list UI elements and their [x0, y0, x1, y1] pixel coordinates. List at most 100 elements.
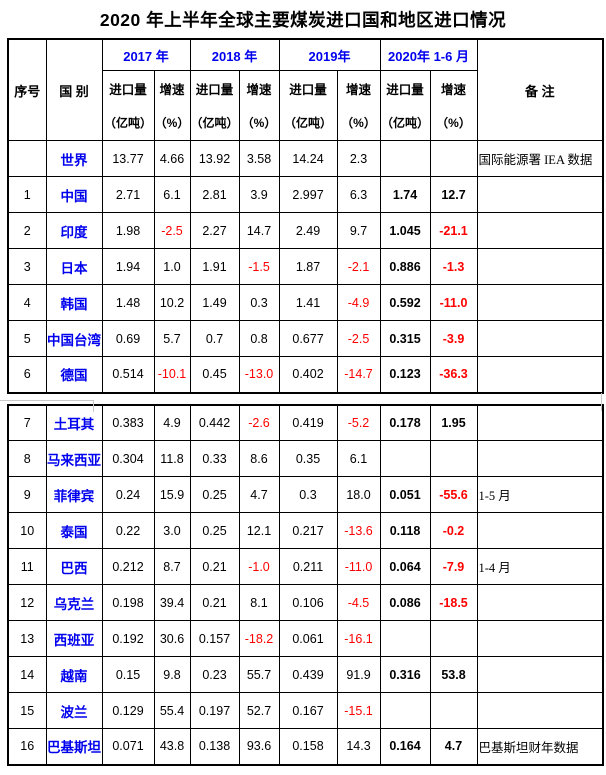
row-number-cell: 9 — [7, 476, 47, 513]
table-row: 10 泰国 0.22 3.0 0.25 12.1 0.217 -13.6 0.118 -0.2 — [7, 512, 604, 549]
row-number-cell: 4 — [7, 284, 47, 321]
table-body-section-1: 世界 13.77 4.66 13.92 3.58 14.24 2.3 国际能源署 IEA 数据… — [7, 140, 604, 393]
import-volume-cell: 0.217 — [278, 512, 338, 549]
row-number-cell: 10 — [7, 512, 47, 549]
import-volume-cell — [379, 620, 431, 657]
subheader-volume-unit: （亿吨） — [190, 115, 239, 130]
remark-cell: 1-4 月 — [476, 548, 604, 585]
column-header-year-2020: 2020年 1-6 月 — [379, 38, 478, 71]
import-volume-cell: 0.24 — [101, 476, 155, 513]
import-volume-cell: 0.316 — [379, 656, 431, 693]
import-volume-cell: 0.419 — [278, 404, 338, 441]
growth-rate-cell: -5.2 — [336, 404, 381, 441]
import-volume-cell: 0.157 — [189, 620, 240, 657]
growth-rate-cell: -11.0 — [336, 548, 381, 585]
growth-rate-cell: 11.8 — [153, 440, 191, 477]
growth-rate-cell: 93.6 — [238, 728, 280, 765]
country-cell: 中国台湾 — [45, 320, 103, 357]
column-header-country: 国 别 — [45, 38, 103, 141]
growth-rate-cell: -2.5 — [153, 212, 191, 249]
remark-cell — [476, 404, 604, 441]
growth-rate-cell: -18.2 — [238, 620, 280, 657]
import-volume-cell: 1.48 — [101, 284, 155, 321]
column-header-remark: 备 注 — [476, 38, 604, 141]
import-volume-cell: 0.45 — [189, 356, 240, 393]
import-volume-cell: 1.045 — [379, 212, 431, 249]
import-volume-cell: 2.997 — [278, 176, 338, 213]
country-cell: 韩国 — [45, 284, 103, 321]
growth-rate-cell: 15.9 — [153, 476, 191, 513]
import-volume-cell: 13.92 — [189, 140, 240, 177]
growth-rate-cell: 6.3 — [336, 176, 381, 213]
import-volume-cell — [379, 140, 431, 177]
import-volume-cell: 0.22 — [101, 512, 155, 549]
subheader-growth-2019: 增速 （%） — [336, 70, 381, 141]
row-number-cell: 1 — [7, 176, 47, 213]
page-break-artifact-tick — [601, 393, 602, 411]
country-cell: 中国 — [45, 176, 103, 213]
growth-rate-cell: -55.6 — [429, 476, 478, 513]
table-body-section-2: 7 土耳其 0.383 4.9 0.442 -2.6 0.419 -5.2 0.178 1.95 8… — [7, 404, 604, 765]
growth-rate-cell: -16.1 — [336, 620, 381, 657]
subheader-growth-unit: （%） — [436, 115, 471, 130]
remark-cell — [476, 584, 604, 621]
import-volume-cell: 0.25 — [189, 512, 240, 549]
remark-cell — [476, 620, 604, 657]
growth-rate-cell: 2.3 — [336, 140, 381, 177]
growth-rate-cell: 5.7 — [153, 320, 191, 357]
import-volume-cell — [379, 692, 431, 729]
page-title: 2020 年上半年全球主要煤炭进口国和地区进口情况 — [99, 10, 507, 30]
country-cell: 巴基斯坦 — [45, 728, 103, 765]
growth-rate-cell: -2.5 — [336, 320, 381, 357]
subheader-growth-2018: 增速 （%） — [238, 70, 280, 141]
row-number-cell: 8 — [7, 440, 47, 477]
country-cell: 波兰 — [45, 692, 103, 729]
growth-rate-cell — [429, 140, 478, 177]
import-volume-cell: 14.24 — [278, 140, 338, 177]
import-volume-cell: 0.35 — [278, 440, 338, 477]
import-volume-cell: 0.051 — [379, 476, 431, 513]
growth-rate-cell: 8.6 — [238, 440, 280, 477]
growth-rate-cell: -0.2 — [429, 512, 478, 549]
import-volume-cell: 0.442 — [189, 404, 240, 441]
import-volume-cell: 0.315 — [379, 320, 431, 357]
import-volume-cell: 0.23 — [189, 656, 240, 693]
country-cell: 西班亚 — [45, 620, 103, 657]
country-cell: 德国 — [45, 356, 103, 393]
subheader-volume-unit: （亿吨） — [381, 115, 430, 130]
country-cell: 越南 — [45, 656, 103, 693]
table-row: 12 乌克兰 0.198 39.4 0.21 8.1 0.106 -4.5 0.086 -18.5 — [7, 584, 604, 621]
subheader-volume-label: 进口量 — [195, 82, 234, 97]
import-volume-cell: 0.592 — [379, 284, 431, 321]
row-number-cell: 5 — [7, 320, 47, 357]
remark-cell — [476, 440, 604, 477]
growth-rate-cell: 4.7 — [429, 728, 478, 765]
import-volume-cell: 0.69 — [101, 320, 155, 357]
growth-rate-cell: -11.0 — [429, 284, 478, 321]
import-volume-cell: 0.15 — [101, 656, 155, 693]
growth-rate-cell: 4.9 — [153, 404, 191, 441]
import-volume-cell: 0.071 — [101, 728, 155, 765]
import-volume-cell: 0.439 — [278, 656, 338, 693]
growth-rate-cell: -10.1 — [153, 356, 191, 393]
import-volume-cell: 13.77 — [101, 140, 155, 177]
subheader-volume-label: 进口量 — [289, 82, 327, 97]
import-volume-cell: 0.211 — [278, 548, 338, 585]
growth-rate-cell: 4.66 — [153, 140, 191, 177]
row-number-cell: 16 — [7, 728, 47, 765]
row-number-cell: 7 — [7, 404, 47, 441]
subheader-growth-label: 增速 — [346, 82, 372, 97]
country-cell: 印度 — [45, 212, 103, 249]
growth-rate-cell: 43.8 — [153, 728, 191, 765]
row-number-cell: 2 — [7, 212, 47, 249]
import-volume-cell: 0.123 — [379, 356, 431, 393]
growth-rate-cell: -4.9 — [336, 284, 381, 321]
page-break-artifact-line — [0, 400, 93, 401]
import-volume-cell: 1.94 — [101, 248, 155, 285]
import-volume-cell: 0.198 — [101, 584, 155, 621]
growth-rate-cell: -2.1 — [336, 248, 381, 285]
table-row: 3 日本 1.94 1.0 1.91 -1.5 1.87 -2.1 0.886 -1.3 — [7, 248, 604, 285]
country-cell: 乌克兰 — [45, 584, 103, 621]
country-cell: 菲律宾 — [45, 476, 103, 513]
country-cell: 世界 — [45, 140, 103, 177]
